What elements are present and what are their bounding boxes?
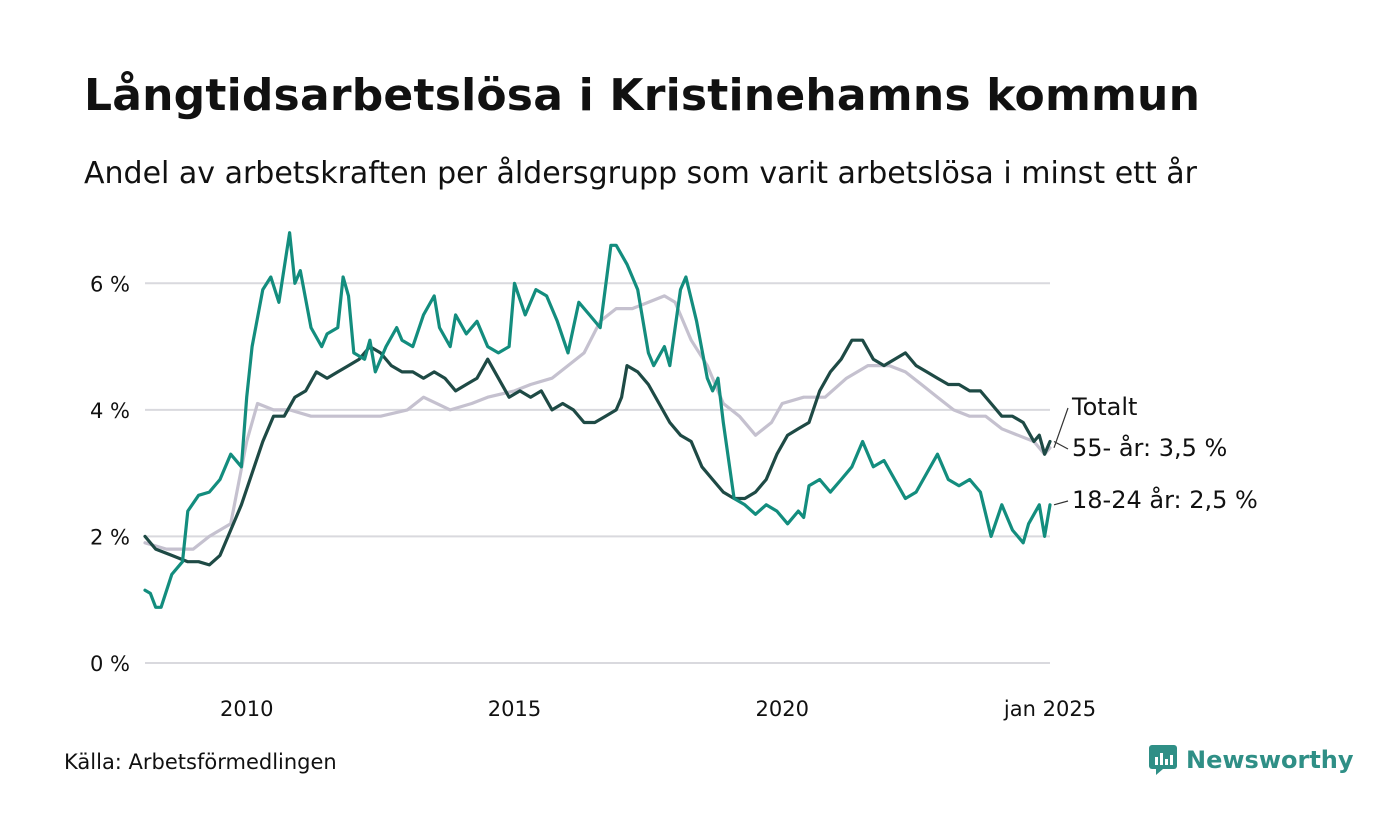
label-leader-line	[1053, 500, 1069, 506]
brand-logo[interactable]: Newsworthy	[1148, 744, 1354, 776]
y-tick-label: 2 %	[90, 525, 130, 549]
y-tick-label: 0 %	[90, 652, 130, 676]
chart-subtitle: Andel av arbetskraften per åldersgrupp s…	[84, 156, 1197, 191]
y-tick-label: 6 %	[90, 272, 130, 296]
series-line-1	[143, 338, 1052, 567]
label-leader-line	[1053, 440, 1069, 450]
series-end-label: Totalt	[1071, 393, 1137, 421]
label-leader-line	[1053, 407, 1069, 449]
x-tick-label: 2020	[756, 697, 809, 721]
series-end-label: 18-24 år: 2,5 %	[1072, 485, 1258, 514]
source-note: Källa: Arbetsförmedlingen	[64, 750, 337, 774]
newsworthy-logo-icon	[1149, 745, 1177, 775]
series-end-label: 55- år: 3,5 %	[1072, 433, 1227, 462]
y-tick-label: 4 %	[90, 399, 130, 423]
series-line-2	[143, 231, 1052, 609]
x-tick-label: 2015	[488, 697, 541, 721]
x-tick-label: 2010	[220, 697, 273, 721]
chart-title: Långtidsarbetslösa i Kristinehamns kommu…	[84, 70, 1201, 121]
brand-name: Newsworthy	[1186, 746, 1354, 774]
x-tick-label: jan 2025	[1003, 697, 1096, 721]
